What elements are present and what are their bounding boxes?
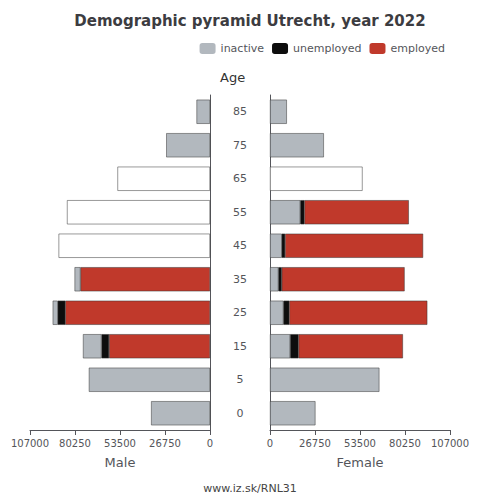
svg-text:45: 45 xyxy=(233,239,247,252)
svg-text:Female: Female xyxy=(336,455,383,470)
svg-text:0: 0 xyxy=(267,438,273,449)
svg-text:53500: 53500 xyxy=(344,438,376,449)
svg-text:www.iz.sk/RNL31: www.iz.sk/RNL31 xyxy=(203,482,297,495)
svg-text:25: 25 xyxy=(233,306,247,319)
svg-text:5: 5 xyxy=(237,373,244,386)
svg-text:26750: 26750 xyxy=(299,438,331,449)
svg-text:Demographic pyramid Utrecht, y: Demographic pyramid Utrecht, year 2022 xyxy=(74,12,425,30)
svg-text:53500: 53500 xyxy=(104,438,136,449)
svg-text:107000: 107000 xyxy=(11,438,49,449)
svg-text:107000: 107000 xyxy=(431,438,469,449)
svg-text:80250: 80250 xyxy=(59,438,91,449)
svg-text:Age: Age xyxy=(220,70,245,85)
svg-text:80250: 80250 xyxy=(389,438,421,449)
svg-text:0: 0 xyxy=(237,407,244,420)
svg-text:0: 0 xyxy=(207,438,213,449)
svg-text:15: 15 xyxy=(233,340,247,353)
svg-text:Male: Male xyxy=(105,455,136,470)
svg-text:35: 35 xyxy=(233,273,247,286)
svg-text:employed: employed xyxy=(390,42,445,55)
svg-text:85: 85 xyxy=(233,105,247,118)
svg-text:75: 75 xyxy=(233,139,247,152)
svg-text:55: 55 xyxy=(233,206,247,219)
svg-text:inactive: inactive xyxy=(221,42,265,55)
svg-text:unemployed: unemployed xyxy=(293,42,361,55)
svg-text:65: 65 xyxy=(233,172,247,185)
svg-text:26750: 26750 xyxy=(149,438,181,449)
